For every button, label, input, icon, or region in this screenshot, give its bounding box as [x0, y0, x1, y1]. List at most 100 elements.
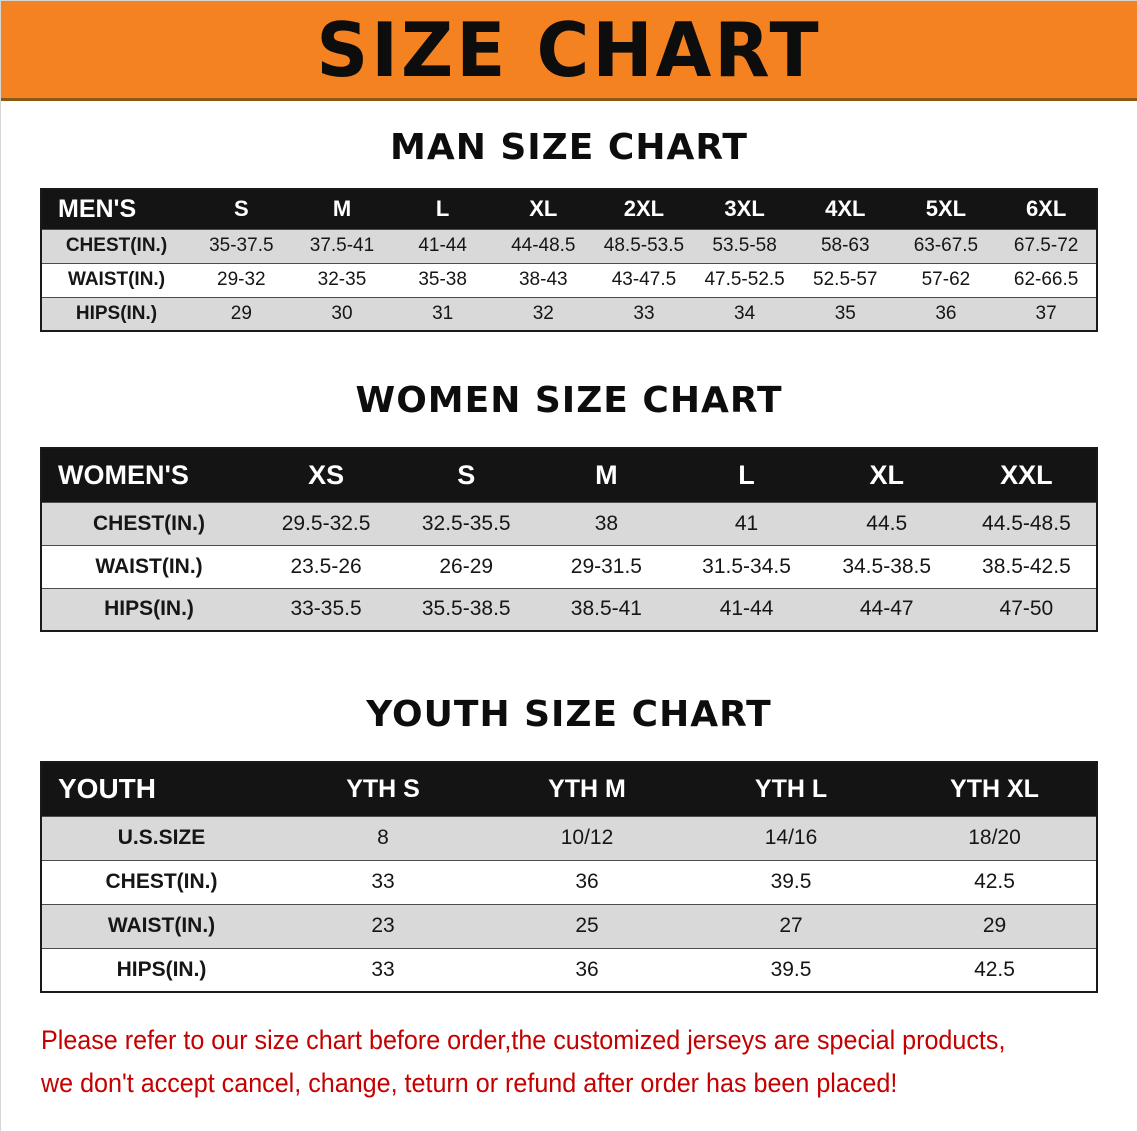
row-label: U.S.SIZE [41, 815, 281, 860]
column-header: YOUTH [41, 762, 281, 816]
table-cell: 39.5 [689, 859, 893, 904]
row-label: CHEST(IN.) [41, 228, 191, 263]
table-cell: 26-29 [396, 544, 537, 588]
table-cell: 29 [893, 903, 1097, 948]
table-cell: 33-35.5 [256, 587, 397, 631]
table-cell: 41-44 [392, 228, 493, 263]
table-cell: 32.5-35.5 [396, 501, 537, 545]
row-label: CHEST(IN.) [41, 501, 256, 545]
table-cell: 47.5-52.5 [694, 262, 795, 297]
table-cell: 38 [536, 501, 677, 545]
table-cell: 35 [794, 296, 896, 331]
column-header: M [536, 448, 677, 502]
column-header: 2XL [593, 189, 695, 229]
table-cell: 37.5-41 [291, 228, 393, 263]
table-cell: 38.5-42.5 [956, 544, 1097, 588]
row-label: HIPS(IN.) [41, 587, 256, 631]
column-header: 6XL [996, 189, 1097, 229]
table-cell: 41 [676, 501, 817, 545]
women-header-row: WOMEN'S XS S M L XL XXL [41, 448, 1097, 502]
table-cell: 35-38 [392, 262, 493, 297]
table-cell: 36 [485, 859, 689, 904]
table-cell: 39.5 [689, 947, 893, 992]
row-label: WAIST(IN.) [41, 262, 191, 297]
table-cell: 47-50 [956, 587, 1097, 631]
column-header: YTH XL [893, 762, 1097, 816]
column-header: 3XL [694, 189, 795, 229]
table-row: CHEST(IN.) 35-37.5 37.5-41 41-44 44-48.5… [41, 228, 1097, 263]
table-cell: 33 [593, 296, 695, 331]
row-label: WAIST(IN.) [41, 903, 281, 948]
table-cell: 44.5-48.5 [956, 501, 1097, 545]
banner-title: SIZE CHART [316, 5, 822, 94]
table-cell: 33 [281, 947, 485, 992]
men-section-heading: MAN SIZE CHART [390, 127, 748, 168]
table-cell: 57-62 [895, 262, 997, 297]
women-size-table: WOMEN'S XS S M L XL XXL CHEST(IN.) 29.5-… [40, 447, 1098, 632]
men-header-row: MEN'S S M L XL 2XL 3XL 4XL 5XL 6XL [41, 189, 1097, 229]
table-cell: 35-37.5 [191, 228, 292, 263]
table-cell: 18/20 [893, 815, 1097, 860]
column-header: M [291, 189, 393, 229]
table-cell: 37 [996, 296, 1097, 331]
row-label: WAIST(IN.) [41, 544, 256, 588]
table-cell: 44.5 [816, 501, 957, 545]
column-header: MEN'S [41, 189, 191, 229]
table-cell: 29-31.5 [536, 544, 677, 588]
table-cell: 23 [281, 903, 485, 948]
table-cell: 62-66.5 [996, 262, 1097, 297]
column-header: 4XL [794, 189, 896, 229]
table-cell: 27 [689, 903, 893, 948]
footer-notice-line1: Please refer to our size chart before or… [41, 1025, 1006, 1055]
table-cell: 23.5-26 [256, 544, 397, 588]
table-cell: 42.5 [893, 859, 1097, 904]
table-cell: 48.5-53.5 [593, 228, 695, 263]
table-row: CHEST(IN.) 29.5-32.5 32.5-35.5 38 41 44.… [41, 501, 1097, 545]
table-cell: 34 [694, 296, 795, 331]
table-cell: 14/16 [689, 815, 893, 860]
table-row: HIPS(IN.) 33 36 39.5 42.5 [41, 947, 1097, 992]
youth-section-heading: YOUTH SIZE CHART [366, 694, 772, 735]
table-row: WAIST(IN.) 23.5-26 26-29 29-31.5 31.5-34… [41, 544, 1097, 588]
banner: SIZE CHART [1, 1, 1137, 101]
column-header: YTH L [689, 762, 893, 816]
table-cell: 67.5-72 [996, 228, 1097, 263]
table-cell: 29-32 [191, 262, 292, 297]
column-header: YTH M [485, 762, 689, 816]
table-cell: 35.5-38.5 [396, 587, 537, 631]
table-cell: 53.5-58 [694, 228, 795, 263]
table-cell: 8 [281, 815, 485, 860]
footer-notice-line2: we don't accept cancel, change, teturn o… [41, 1068, 898, 1099]
men-size-table: MEN'S S M L XL 2XL 3XL 4XL 5XL 6XL CHEST… [40, 188, 1098, 332]
footer-notice: Please refer to our size chart before or… [41, 1019, 1036, 1105]
table-cell: 30 [291, 296, 393, 331]
column-header: L [392, 189, 493, 229]
table-cell: 34.5-38.5 [816, 544, 957, 588]
column-header: YTH S [281, 762, 485, 816]
table-cell: 44-47 [816, 587, 957, 631]
table-cell: 38-43 [492, 262, 594, 297]
table-cell: 36 [485, 947, 689, 992]
table-cell: 31 [392, 296, 493, 331]
column-header: S [191, 189, 292, 229]
table-row: HIPS(IN.) 33-35.5 35.5-38.5 38.5-41 41-4… [41, 587, 1097, 631]
table-cell: 44-48.5 [492, 228, 594, 263]
column-header: L [676, 448, 817, 502]
column-header: XXL [956, 448, 1097, 502]
table-cell: 63-67.5 [895, 228, 997, 263]
table-cell: 36 [895, 296, 997, 331]
table-cell: 10/12 [485, 815, 689, 860]
table-cell: 43-47.5 [593, 262, 695, 297]
table-cell: 29 [191, 296, 292, 331]
row-label: CHEST(IN.) [41, 859, 281, 904]
row-label: HIPS(IN.) [41, 947, 281, 992]
row-label: HIPS(IN.) [41, 296, 191, 331]
column-header: XL [816, 448, 957, 502]
table-cell: 31.5-34.5 [676, 544, 817, 588]
table-row: U.S.SIZE 8 10/12 14/16 18/20 [41, 815, 1097, 860]
table-cell: 32-35 [291, 262, 393, 297]
column-header: XS [256, 448, 397, 502]
women-section-heading: WOMEN SIZE CHART [355, 380, 783, 421]
table-cell: 38.5-41 [536, 587, 677, 631]
